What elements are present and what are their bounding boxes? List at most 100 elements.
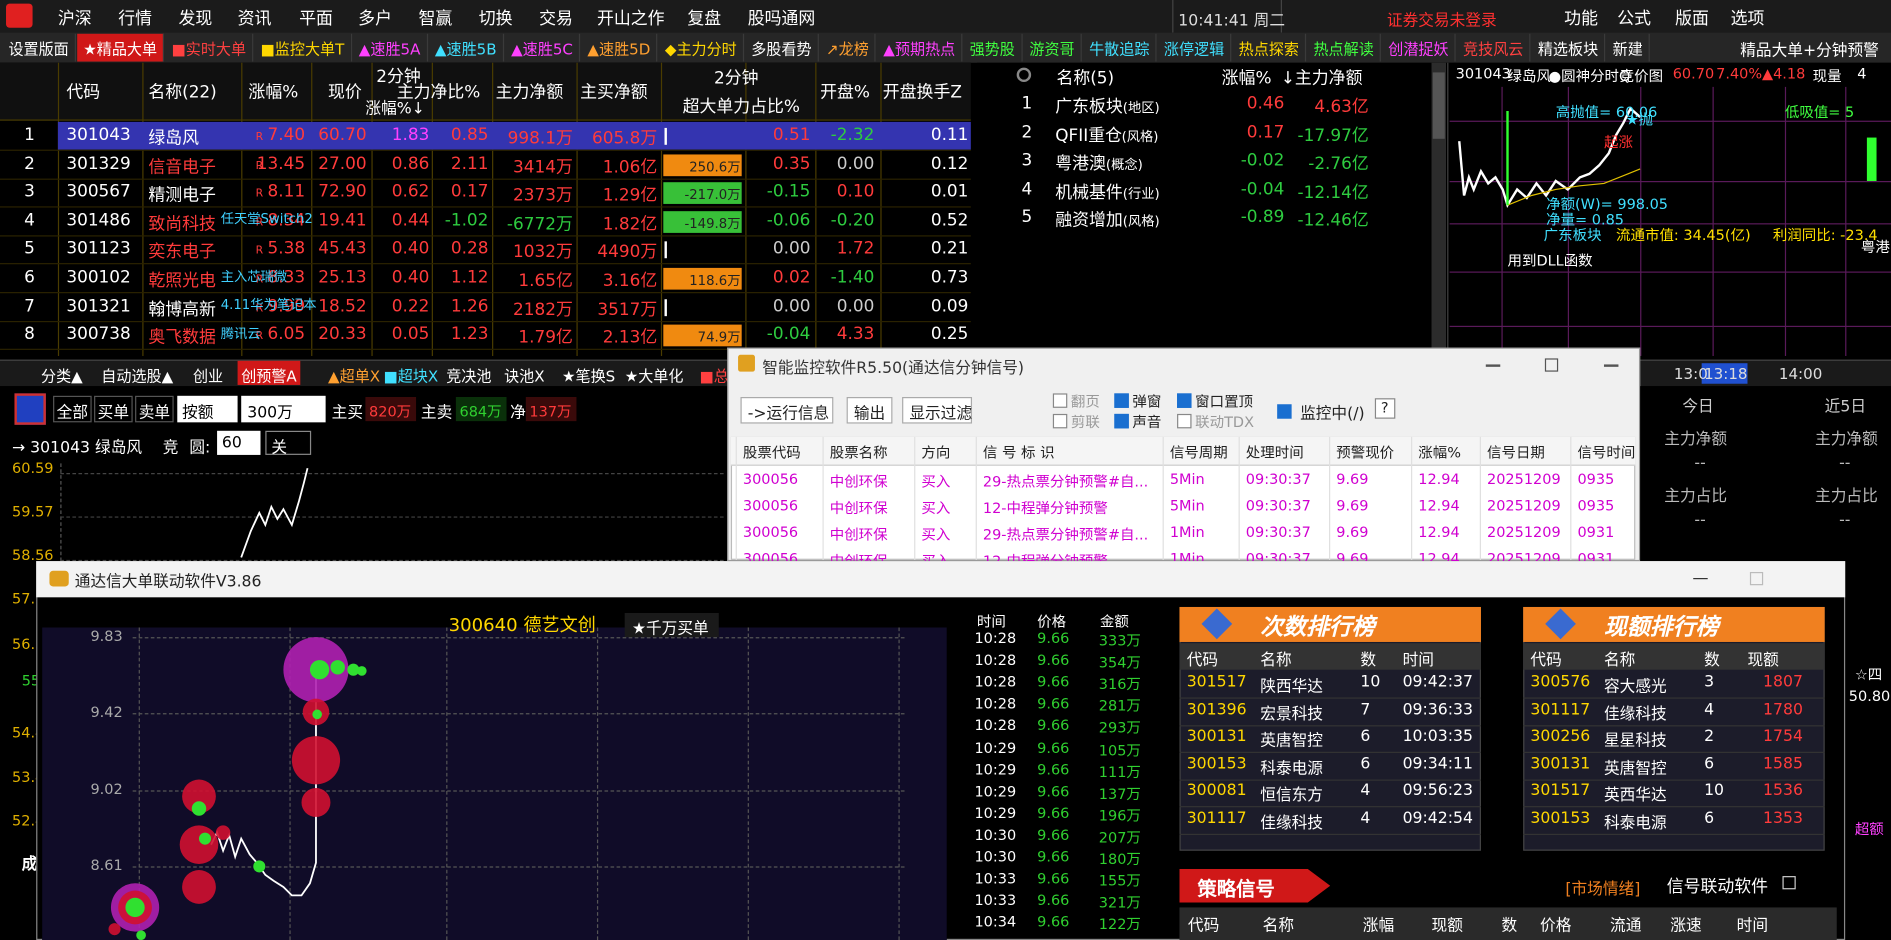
tab[interactable]: ★笔换S xyxy=(561,366,616,385)
tab[interactable]: 竞决池 xyxy=(446,366,492,385)
button[interactable]: 卖单 xyxy=(138,404,171,423)
shape xyxy=(291,736,341,785)
menu-item[interactable]: 股吗通网 xyxy=(747,9,816,29)
row-line xyxy=(1523,779,1825,781)
value: -0.04 xyxy=(766,324,811,345)
menu-bar xyxy=(0,0,1891,33)
toolbar-button[interactable]: ▲速胜5C xyxy=(505,33,581,62)
tab[interactable]: ■总 xyxy=(699,366,729,385)
button[interactable]: ->运行信息 xyxy=(747,405,830,424)
menu-item[interactable]: 复盘 xyxy=(687,9,722,29)
menu-item[interactable]: 公式 xyxy=(1617,9,1652,29)
menu-item[interactable]: 资讯 xyxy=(237,9,272,29)
value: 19.41 xyxy=(318,210,367,231)
menu-item[interactable]: 平面 xyxy=(299,9,333,29)
value: 8.33 xyxy=(267,267,306,288)
toolbar-button[interactable]: 精选板块 xyxy=(1532,33,1606,62)
value: 25.13 xyxy=(318,267,367,288)
toolbar-button[interactable]: ■实时大单 xyxy=(166,33,254,62)
tab[interactable]: 自动选股▲ xyxy=(101,366,174,385)
toolbar-button[interactable]: ▲速胜5D xyxy=(581,33,658,62)
row-index: 1 xyxy=(1021,94,1033,114)
column-header: 涨幅 xyxy=(1362,917,1395,936)
menu-item[interactable]: 切换 xyxy=(478,9,513,29)
stock-name: 绿岛风 xyxy=(1507,67,1551,85)
toolbar-button[interactable]: ▲速胜5A xyxy=(353,33,428,62)
label: 超额 xyxy=(1854,820,1884,838)
grid-line xyxy=(898,627,900,940)
menu-item[interactable]: 开山之作 xyxy=(596,9,665,29)
gear-icon xyxy=(1016,67,1032,83)
value-box xyxy=(365,397,417,422)
checkbox-label[interactable]: 声音 xyxy=(1132,413,1162,431)
toolbar-button[interactable]: 牛散追踪 xyxy=(1083,33,1157,62)
minute-chart xyxy=(1447,62,1891,356)
toolbar-button[interactable]: ◆主力分时 xyxy=(659,33,744,62)
menu-item[interactable]: 多户 xyxy=(358,9,392,29)
dropdown-value[interactable]: 300万 xyxy=(247,404,293,423)
toolbar-button[interactable]: 新建 xyxy=(1607,33,1651,62)
tab[interactable]: ■超块X xyxy=(383,366,439,385)
column-line xyxy=(1329,436,1331,560)
sector-name: 广东板块 xyxy=(1055,97,1123,118)
grid-line xyxy=(1449,271,1891,273)
status-label[interactable]: 监控中(/) xyxy=(1300,405,1365,424)
link[interactable]: [市场情绪] xyxy=(1565,880,1641,899)
toolbar-button[interactable]: 竞技风云 xyxy=(1457,33,1531,62)
grid-line xyxy=(132,637,905,639)
toolbar-button[interactable]: ■监控大单T xyxy=(255,33,352,62)
toolbar-button[interactable]: ▲预期热点 xyxy=(877,33,963,62)
column-line xyxy=(914,436,916,560)
button[interactable]: 关 xyxy=(271,439,288,458)
toolbar-button[interactable]: 游资哥 xyxy=(1023,33,1082,62)
row-line xyxy=(0,149,971,151)
tab[interactable]: 创业 xyxy=(192,366,224,385)
toolbar-button[interactable]: ↗龙榜 xyxy=(820,33,877,62)
toolbar-button[interactable]: 热点探索 xyxy=(1233,33,1307,62)
menu-item[interactable]: 交易 xyxy=(539,9,573,29)
toolbar-button[interactable]: 涨停逻辑 xyxy=(1158,33,1232,62)
button[interactable]: 显示过滤 xyxy=(909,405,973,424)
button[interactable]: 买单 xyxy=(97,404,130,423)
tab[interactable]: ★大单化 xyxy=(624,366,684,385)
dropdown-value[interactable]: 按额 xyxy=(182,404,214,423)
toolbar-button[interactable]: ★精品大单 xyxy=(77,33,165,62)
button-frame xyxy=(135,395,174,423)
button[interactable]: ? xyxy=(1380,399,1389,417)
toolbar-button[interactable]: 多股看势 xyxy=(745,33,819,62)
checkbox-label[interactable]: 窗口置顶 xyxy=(1195,393,1254,411)
tab[interactable]: 分类▲ xyxy=(41,366,83,385)
value: 6.05 xyxy=(267,324,306,345)
input-value[interactable]: 60 xyxy=(221,434,242,453)
menu-item[interactable]: 发现 xyxy=(178,9,213,29)
divider xyxy=(1280,0,1282,33)
toolbar-button[interactable]: 强势股 xyxy=(964,33,1023,62)
value: 820万 xyxy=(369,403,412,420)
label: 竞 xyxy=(162,439,179,458)
shape xyxy=(356,666,367,676)
tab[interactable]: ▲超单X xyxy=(328,366,381,385)
menu-item[interactable]: 智赢 xyxy=(418,9,453,29)
toolbar-button[interactable]: ▲速胜5B xyxy=(429,33,504,62)
button[interactable]: 全部 xyxy=(56,404,89,423)
checkbox-label[interactable]: 联动TDX xyxy=(1195,413,1254,431)
menu-item[interactable]: 功能 xyxy=(1564,9,1598,29)
column-header: 涨幅% xyxy=(1418,444,1461,461)
toolbar-button[interactable]: 创潜捉妖 xyxy=(1382,33,1456,62)
checkbox-label[interactable]: 翻页 xyxy=(1070,393,1100,411)
tab[interactable]: 创预警A xyxy=(241,366,297,385)
menu-item[interactable]: 行情 xyxy=(118,9,152,29)
toolbar-button[interactable]: 设置版面 xyxy=(2,33,76,62)
checkbox-label[interactable]: 剪联 xyxy=(1070,413,1100,431)
count: 4 xyxy=(1360,782,1371,801)
button[interactable]: 输出 xyxy=(853,405,886,424)
cell: 12.94 xyxy=(1418,497,1460,515)
tab[interactable]: 诀池X xyxy=(504,366,545,385)
value: 13.45 xyxy=(256,153,306,174)
column-header: 信号日期 xyxy=(1486,444,1545,461)
checkbox-label[interactable]: 弹窗 xyxy=(1132,393,1162,411)
toolbar-button[interactable]: 热点解读 xyxy=(1307,33,1382,62)
menu-item[interactable]: 沪深 xyxy=(57,9,92,29)
menu-item[interactable]: 选项 xyxy=(1730,9,1765,29)
menu-item[interactable]: 版面 xyxy=(1675,9,1709,29)
